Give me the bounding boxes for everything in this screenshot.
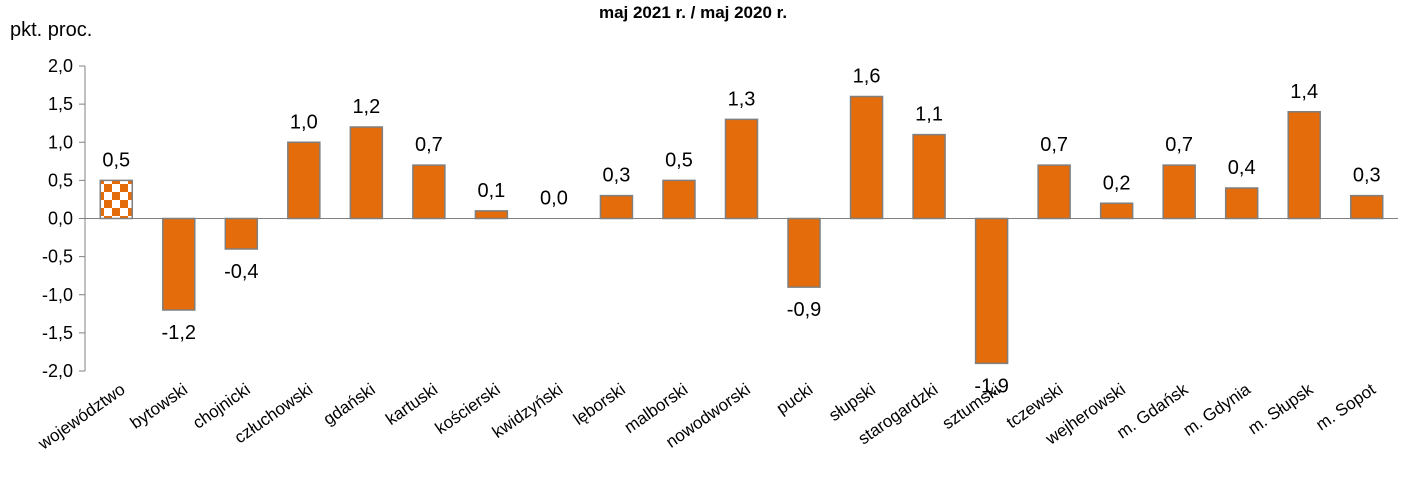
data-label: 0,0 bbox=[540, 188, 568, 210]
bar bbox=[849, 95, 884, 220]
bar bbox=[412, 164, 446, 220]
data-label: 0,3 bbox=[603, 165, 631, 187]
data-label: -1,9 bbox=[974, 375, 1008, 397]
y-tick-label: 1,0 bbox=[48, 132, 73, 152]
y-tick-label: -0,5 bbox=[42, 247, 73, 267]
y-tick-label: -2,0 bbox=[42, 361, 73, 381]
data-label: -0,9 bbox=[787, 299, 821, 321]
data-label: 1,2 bbox=[352, 96, 380, 118]
bar bbox=[599, 194, 634, 220]
data-label: 1,4 bbox=[1290, 81, 1318, 103]
bar bbox=[224, 217, 259, 250]
data-label: 0,2 bbox=[1103, 172, 1131, 194]
bar bbox=[1287, 111, 1321, 220]
x-tick-label: sztumski bbox=[939, 380, 1004, 433]
data-label: 0,3 bbox=[1353, 165, 1381, 187]
x-tick-label: m. Gdynia bbox=[1180, 379, 1255, 439]
bar bbox=[1037, 164, 1071, 220]
bar bbox=[1349, 194, 1384, 220]
bar bbox=[662, 179, 696, 220]
bar bbox=[349, 126, 384, 220]
x-tick-label: pucki bbox=[773, 380, 816, 418]
y-axis-unit-label: pkt. proc. bbox=[10, 19, 92, 41]
data-label: 1,0 bbox=[290, 111, 318, 133]
data-label: 0,7 bbox=[1165, 134, 1193, 156]
y-tick-label: 0,0 bbox=[48, 209, 73, 229]
data-label: 0,1 bbox=[477, 180, 505, 202]
data-label: 0,5 bbox=[102, 149, 130, 171]
x-tick-label: bytowski bbox=[127, 380, 191, 433]
bar bbox=[724, 118, 759, 220]
data-label: 1,1 bbox=[915, 104, 943, 126]
x-tick-label: kwidzyński bbox=[489, 380, 566, 442]
x-tick-label: m. Sopot bbox=[1312, 380, 1379, 435]
bar bbox=[474, 210, 509, 220]
x-tick-label: m. Gdańsk bbox=[1113, 379, 1192, 442]
data-label: 0,7 bbox=[1040, 134, 1068, 156]
x-tick-label: gdański bbox=[320, 380, 379, 429]
data-label: 0,4 bbox=[1228, 157, 1256, 179]
x-tick-label: m. Słupsk bbox=[1244, 379, 1316, 438]
data-label: -0,4 bbox=[224, 261, 258, 283]
bar bbox=[974, 217, 1009, 365]
y-tick-label: -1,0 bbox=[42, 285, 73, 305]
data-label: -1,2 bbox=[162, 322, 196, 344]
bar-highlight bbox=[99, 179, 134, 220]
bar bbox=[1099, 202, 1134, 220]
x-tick-label: województwo bbox=[34, 380, 129, 454]
y-tick-label: 1,5 bbox=[48, 94, 73, 114]
bar bbox=[287, 141, 321, 220]
data-label: 1,3 bbox=[728, 88, 756, 110]
bar bbox=[1162, 164, 1196, 220]
bar bbox=[162, 217, 196, 311]
y-tick-label: -1,5 bbox=[42, 323, 73, 343]
data-label: 0,7 bbox=[415, 134, 443, 156]
bar bbox=[912, 133, 946, 220]
bar bbox=[787, 217, 821, 288]
x-tick-label: słupski bbox=[825, 380, 878, 425]
data-label: 0,5 bbox=[665, 149, 693, 171]
y-tick-label: 2,0 bbox=[48, 56, 73, 76]
data-label: 1,6 bbox=[853, 66, 881, 88]
bar bbox=[1224, 187, 1259, 220]
y-tick-label: 0,5 bbox=[48, 170, 73, 190]
chart-title: maj 2021 r. / maj 2020 r. bbox=[599, 3, 787, 22]
